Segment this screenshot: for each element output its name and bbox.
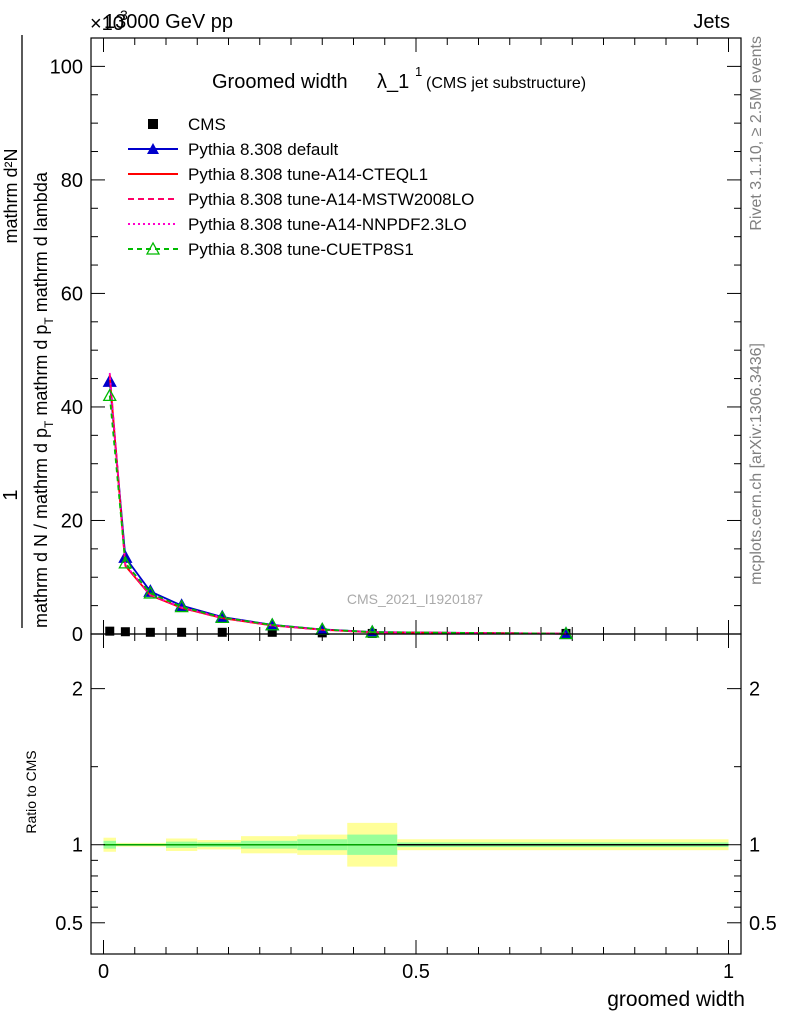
legend-label-mstw: Pythia 8.308 tune-A14-MSTW2008LO [188,190,474,209]
ratio-frame [90,633,742,955]
rivet-label: Rivet 3.1.10, ≥ 2.5M events [748,36,765,231]
data-point-cuetp8s1 [118,555,133,569]
legend-marker-default [147,143,159,154]
mcplots-label: mcplots.cern.ch [arXiv:1306.3436] [748,343,765,585]
legend-label-default: Pythia 8.308 default [188,140,339,159]
data-point-cuetp8s1 [265,617,280,631]
exponent-label: ×10 [90,13,124,35]
ratio-y-tick-label: 1 [72,835,83,857]
series-line-mstw [108,373,567,635]
ratio-y-tick-label-right: 2 [749,679,760,701]
legend-marker-cuetp8s1 [145,241,161,255]
exponent-power: 3 [120,7,128,23]
data-point-cms [267,627,277,637]
main-y-tick-label: 0 [72,624,83,646]
legend: CMS Pythia 8.308 default Pythia 8.308 tune… [128,115,474,259]
main-ylabel: 1 mathrm d²N mathrm d N / mathrm d pT ma… [0,35,56,628]
data-point-cuetp8s1 [143,585,158,599]
legend-label-cms: CMS [188,115,226,134]
main-y-tick-label: 40 [61,397,83,419]
main-y-tick-label: 60 [61,283,83,305]
data-point-cuetp8s1 [102,388,117,402]
ylabel-top: 1 [0,489,22,500]
legend-label-cuetp8s1: Pythia 8.308 tune-CUETP8S1 [188,240,414,259]
header-right-label: Jets [693,11,730,33]
ratio-y-tick-label-right: 1 [749,835,760,857]
legend-marker-cms [148,119,158,129]
xlabel: groomed width [607,988,745,1011]
series-line-nnpdf [108,372,567,635]
series-line-cteql1 [108,375,567,635]
chart-title: Groomed width [212,71,348,93]
data-point-cuetp8s1 [558,626,574,640]
ratio-y-tick-label-right: 0.5 [749,913,777,935]
data-point-cms [145,627,155,637]
data-point-cuetp8s1 [365,624,380,638]
chart-title-symbol: λ_1 [377,71,409,93]
ratio-y-tick-label: 0.5 [55,913,83,935]
main-y-tick-label: 20 [61,510,83,532]
data-point-cuetp8s1 [215,610,230,623]
series-line-default [108,381,567,635]
x-tick-label: 0 [98,961,109,983]
legend-label-cteql1: Pythia 8.308 tune-A14-CTEQL1 [188,165,428,184]
main-y-tick-label: 100 [50,56,83,78]
analysis-watermark: CMS_2021_I1920187 [347,591,483,607]
ratio-ylabel: Ratio to CMS [23,750,39,833]
main-y-tick-label: 80 [61,170,83,192]
x-tick-label: 1 [723,961,734,983]
data-point-cuetp8s1 [174,599,189,613]
data-point-cms [217,627,227,637]
legend-label-nnpdf: Pythia 8.308 tune-A14-NNPDF2.3LO [188,215,467,234]
chart-title-sup: 1 [415,64,422,79]
ylabel-den: mathrm d N / mathrm d pT mathrm d pT mat… [31,171,56,628]
data-point-cms [120,627,130,637]
x-tick-label: 0.5 [402,961,430,983]
chart-title-suffix: (CMS jet substructure) [426,75,586,92]
data-point-cms [177,627,187,637]
ylabel-num: mathrm d²N [1,148,21,243]
data-point-cms [105,626,115,636]
ratio-plot: 0 0.5 1 0.5 0.5 1 1 2 2 [55,633,777,983]
header-left-label: 13000 GeV pp [104,11,233,33]
series-line-cuetp8s1 [108,395,567,635]
ratio-y-tick-label: 2 [72,679,83,701]
